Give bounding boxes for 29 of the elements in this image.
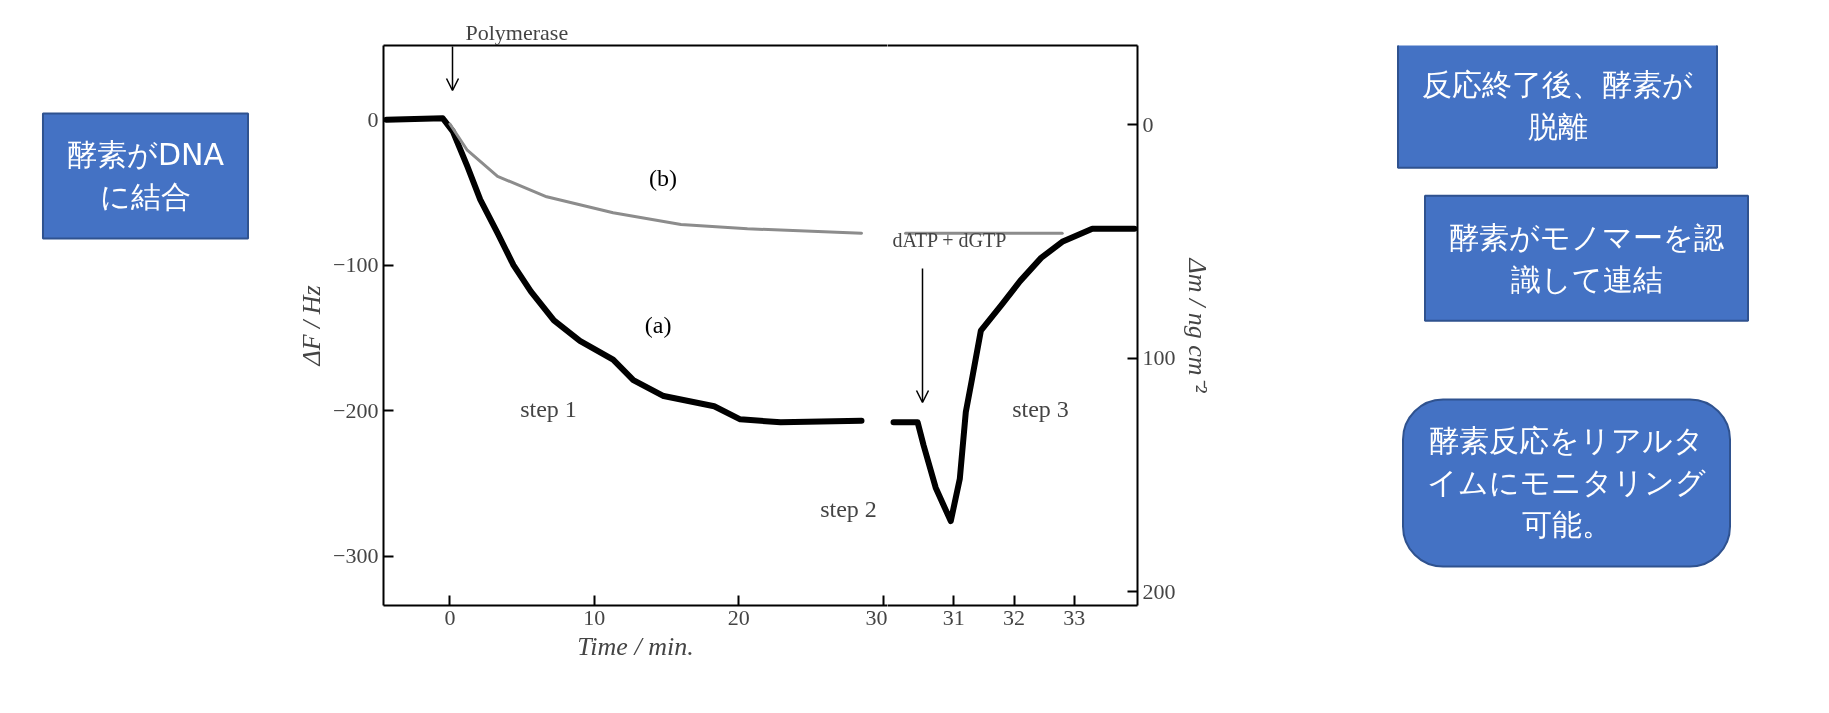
annotation: dATP + dGTP (892, 228, 1007, 251)
x-tick-label: 31 (942, 604, 965, 630)
y-tick-label: −100 (333, 252, 379, 278)
text: 反応終了後、酵素が脱離 (1422, 66, 1693, 144)
text: 酵素がモノマーを認識して連結 (1449, 219, 1724, 297)
y-axis-title: ΔF / Hz (297, 285, 327, 367)
y2-tick-label: 0 (1142, 111, 1154, 137)
series-label: (a) (644, 311, 672, 338)
text: Polymerase (465, 19, 569, 45)
series-label: (b) (649, 164, 678, 191)
x-tick-label: 0 (444, 604, 456, 630)
annotation: step 2 (820, 495, 877, 522)
line-series (448, 122, 864, 235)
x-tick-label: 10 (583, 604, 606, 630)
annotation: step 3 (1012, 395, 1069, 422)
y-tick-label: 0 (367, 106, 379, 132)
x-tick-label: 30 (865, 604, 888, 630)
x-tick-label: 20 (727, 604, 750, 630)
x-tick-label: 33 (1063, 604, 1086, 630)
x-axis-title: Time / min. (577, 631, 694, 661)
y2-tick-label: 200 (1142, 578, 1176, 604)
text: 酵素反応をリアルタイムにモニタリング可能。 (1427, 423, 1706, 543)
y2-axis-title: Δm / ng cm⁻² (1182, 257, 1212, 394)
y-tick-label: −200 (333, 397, 379, 423)
text: 酵素がDNAに結合 (66, 137, 225, 215)
x-tick-label: 32 (1003, 604, 1026, 630)
y-tick-label: −300 (333, 543, 379, 569)
y2-tick-label: 100 (1142, 345, 1176, 371)
annotation: step 1 (520, 395, 577, 422)
